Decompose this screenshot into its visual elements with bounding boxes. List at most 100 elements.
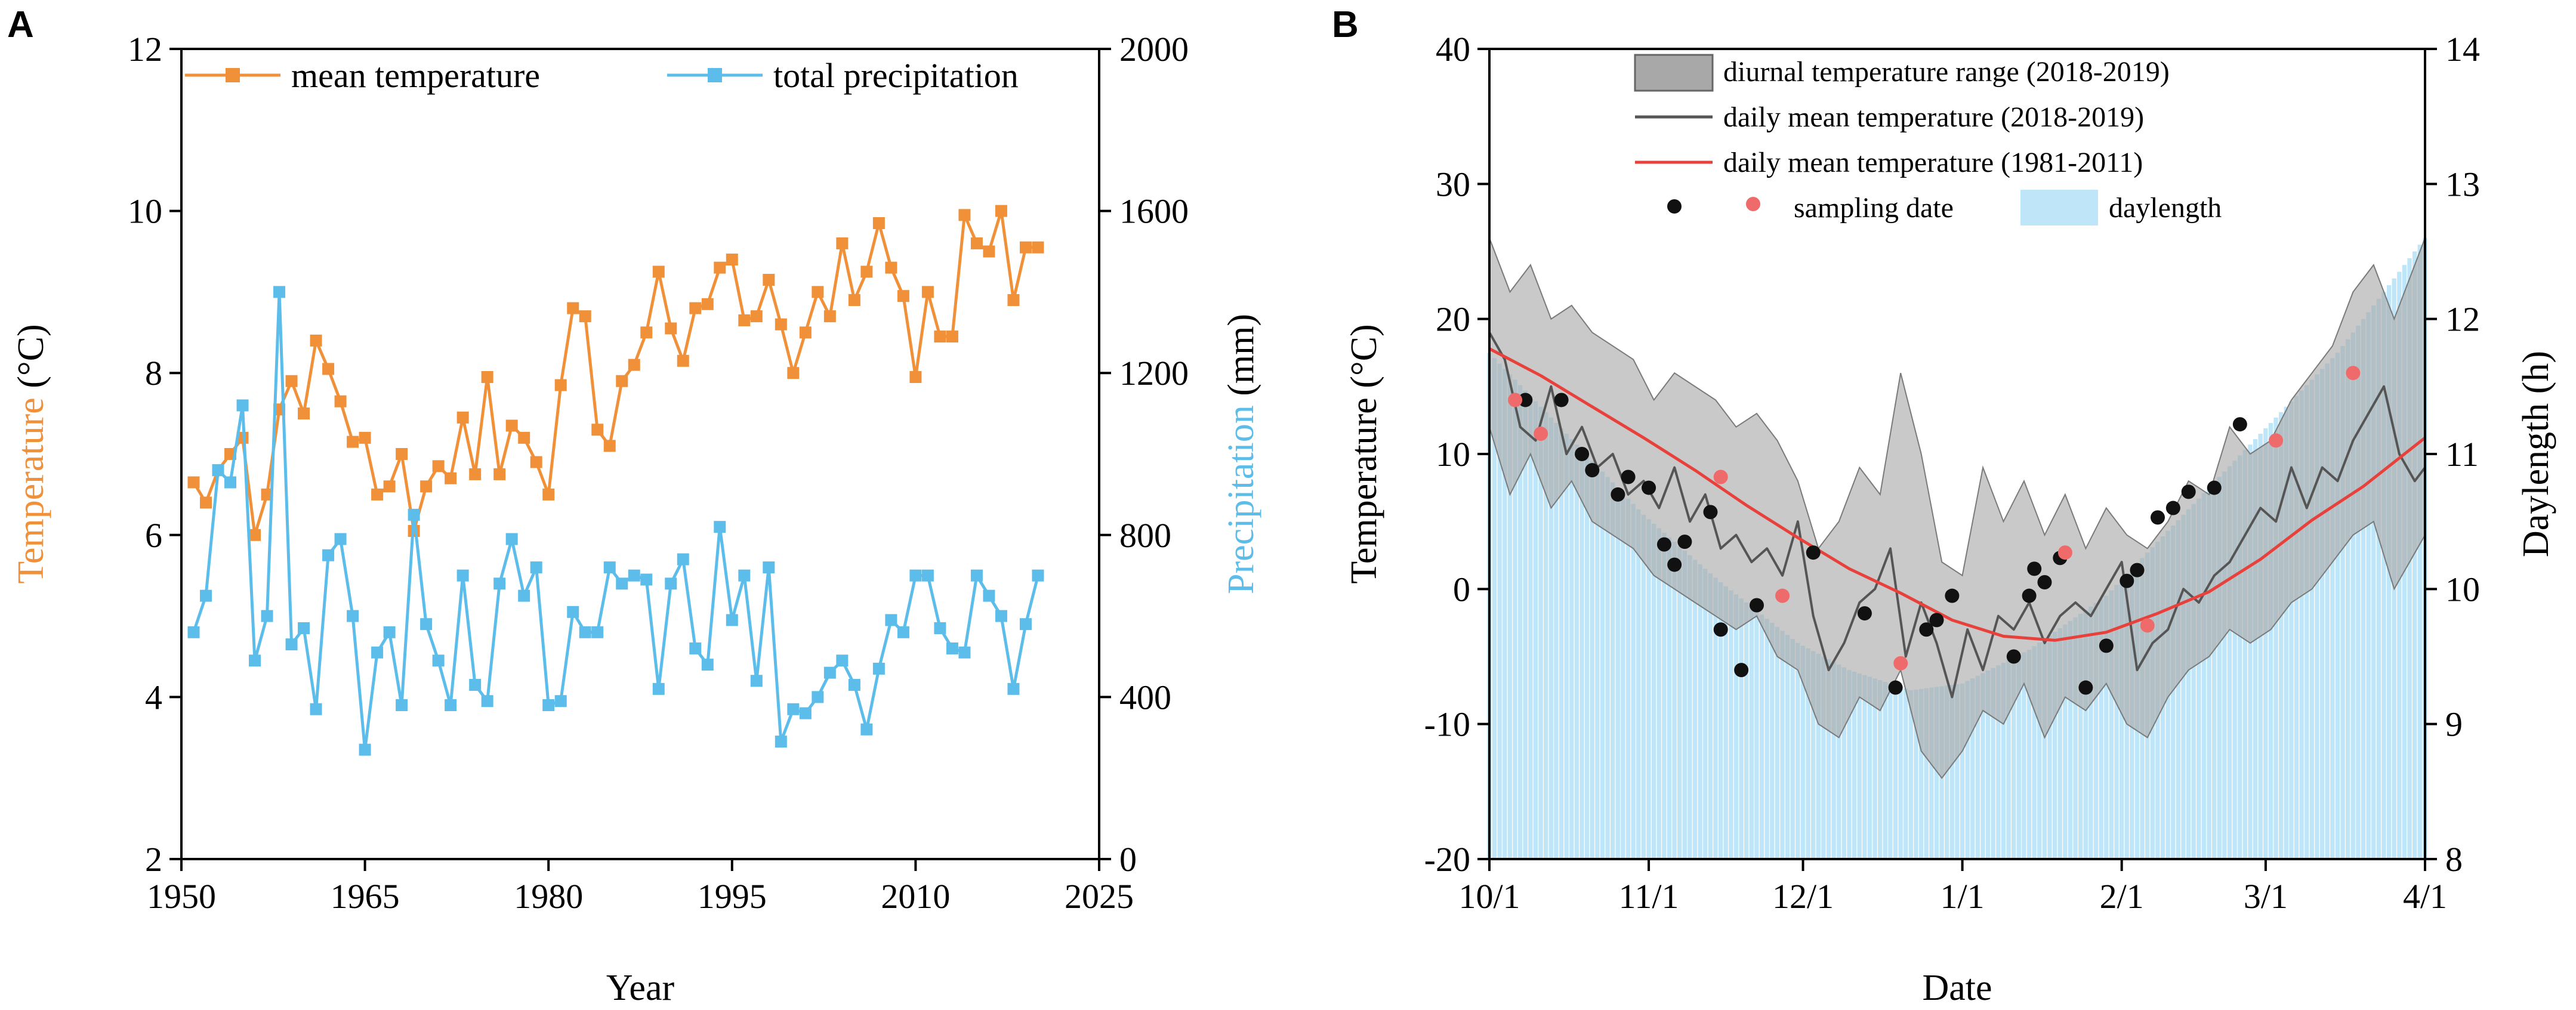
daylength-bar bbox=[2052, 632, 2057, 859]
series-line-mean-temperature bbox=[192, 209, 1038, 537]
daylength-bar bbox=[2181, 514, 2186, 859]
daylength-bar bbox=[1985, 671, 1991, 859]
temperature-point-1956 bbox=[249, 529, 261, 541]
sampling-point-red bbox=[2140, 618, 2155, 633]
temperature-point-2009 bbox=[897, 290, 909, 302]
x-tick-label-1980: 1980 bbox=[514, 877, 583, 916]
sampling-point-black bbox=[1621, 470, 1636, 484]
precipitation-point-1964 bbox=[347, 610, 359, 622]
daylength-bar bbox=[1600, 471, 1605, 859]
precipitation-point-2009 bbox=[897, 626, 909, 638]
temperature-point-2018 bbox=[1007, 294, 1020, 306]
legend-daily-mean-recent-label: daily mean temperature (2018-2019) bbox=[1723, 101, 2144, 133]
daylength-bar bbox=[1615, 487, 1620, 859]
sampling-point-black bbox=[2207, 480, 2222, 495]
panel-a-y-axis-right: 0 400 800 1200 1600 2000 bbox=[1099, 30, 1189, 879]
precipitation-point-2004 bbox=[836, 654, 849, 667]
precipitation-point-1996 bbox=[738, 569, 751, 582]
daylength-bar bbox=[1595, 466, 1600, 859]
legend-sampling-black-dot bbox=[1667, 199, 1682, 214]
daylength-bar bbox=[1785, 635, 1790, 859]
daylength-bar bbox=[1610, 482, 1615, 859]
precipitation-point-1985 bbox=[603, 561, 616, 574]
panel-b-x-label: Date bbox=[1922, 968, 1992, 1008]
precipitation-point-1972 bbox=[445, 699, 457, 711]
daylength-bar bbox=[2042, 639, 2047, 859]
daylength-bar bbox=[1605, 477, 1610, 859]
daylength-bar bbox=[1816, 653, 1821, 859]
precipitation-point-2006 bbox=[860, 723, 873, 736]
temperature-point-2000 bbox=[787, 367, 800, 379]
temperature-point-1985 bbox=[603, 440, 616, 452]
daylength-bar bbox=[1831, 662, 1836, 859]
daylength-bar bbox=[1641, 514, 1646, 859]
precipitation-point-1999 bbox=[775, 736, 787, 748]
daylength-bar bbox=[2171, 525, 2176, 859]
precipitation-point-1983 bbox=[579, 626, 591, 638]
precipitation-point-1978 bbox=[518, 589, 530, 602]
precipitation-point-1960 bbox=[298, 622, 310, 634]
daylength-bar bbox=[1826, 659, 1831, 859]
precipitation-point-2001 bbox=[799, 707, 812, 719]
sampling-point-black bbox=[1667, 557, 1682, 572]
precipitation-point-1994 bbox=[714, 521, 726, 533]
temperature-point-1970 bbox=[420, 480, 433, 493]
panel-a-y-left-label-name: Temperature bbox=[11, 397, 51, 583]
precipitation-point-1995 bbox=[726, 614, 738, 626]
temperature-point-1972 bbox=[445, 472, 457, 484]
sampling-point-black bbox=[2006, 649, 2021, 664]
precipitation-point-1954 bbox=[224, 476, 237, 489]
daylength-bar bbox=[2356, 325, 2361, 859]
panel-a-x-label: Year bbox=[606, 968, 675, 1008]
temperature-point-2010 bbox=[909, 370, 922, 383]
temperature-point-1983 bbox=[579, 310, 591, 323]
daylength-bar bbox=[1991, 668, 1995, 859]
daylength-bar bbox=[2222, 471, 2227, 859]
daylength-bar bbox=[1656, 528, 1661, 859]
temperature-point-1992 bbox=[689, 302, 702, 314]
temperature-point-1961 bbox=[310, 334, 322, 347]
temperature-point-2008 bbox=[885, 261, 897, 274]
daylength-bar bbox=[1955, 684, 1960, 859]
y-right-tick-label: 12 bbox=[2445, 300, 2480, 339]
temperature-point-1968 bbox=[396, 448, 408, 460]
panel-b-y-axis-left: -20 -10 0 10 20 30 40 bbox=[1424, 30, 1489, 879]
temperature-point-2014 bbox=[958, 209, 971, 221]
daylength-bar bbox=[2227, 466, 2232, 859]
precipitation-point-2012 bbox=[934, 622, 946, 634]
temperature-point-1997 bbox=[750, 310, 763, 323]
daylength-bar bbox=[2201, 493, 2207, 859]
daylength-bar bbox=[1574, 444, 1579, 859]
panel-b-plot-area bbox=[1487, 237, 2427, 860]
legend-total-precipitation-label: total precipitation bbox=[773, 56, 1019, 95]
y-left-tick-label-4: 4 bbox=[145, 678, 162, 716]
daylength-bar bbox=[2309, 379, 2315, 859]
y-left-tick-label-6: 6 bbox=[145, 516, 162, 555]
daylength-bar bbox=[1810, 651, 1816, 859]
daylength-bar bbox=[1703, 569, 1708, 859]
temperature-point-2012 bbox=[934, 331, 946, 343]
daylength-bar bbox=[1908, 690, 1914, 859]
precipitation-point-1997 bbox=[750, 675, 763, 687]
panel-a-legend: mean temperature total precipitation bbox=[185, 56, 1019, 95]
daylength-bar bbox=[1729, 590, 1733, 859]
legend-mean-temperature-marker bbox=[226, 68, 240, 82]
daylength-bar bbox=[1538, 406, 1543, 859]
x-tick-label: 12/1 bbox=[1772, 877, 1834, 916]
daylength-bar bbox=[1975, 675, 1980, 859]
temperature-point-1988 bbox=[640, 326, 653, 339]
precipitation-point-1979 bbox=[530, 561, 542, 574]
daylength-bar bbox=[1636, 509, 1641, 859]
daylength-bar bbox=[1625, 498, 1631, 859]
sampling-point-red bbox=[1893, 656, 1908, 671]
precipitation-point-2005 bbox=[848, 679, 860, 691]
panel-a-y-axis-left: 2 4 6 8 10 12 bbox=[128, 30, 181, 879]
y-left-tick-label: -10 bbox=[1424, 705, 1470, 744]
daylength-bar bbox=[1687, 555, 1692, 859]
daylength-bar bbox=[1497, 363, 1502, 859]
daylength-bar bbox=[2304, 385, 2309, 859]
precipitation-point-1968 bbox=[396, 699, 408, 711]
x-tick-label: 4/1 bbox=[2403, 877, 2447, 916]
y-left-tick-label-10: 10 bbox=[128, 192, 162, 231]
daily-mean-temperature-normal-line bbox=[1488, 347, 2426, 642]
